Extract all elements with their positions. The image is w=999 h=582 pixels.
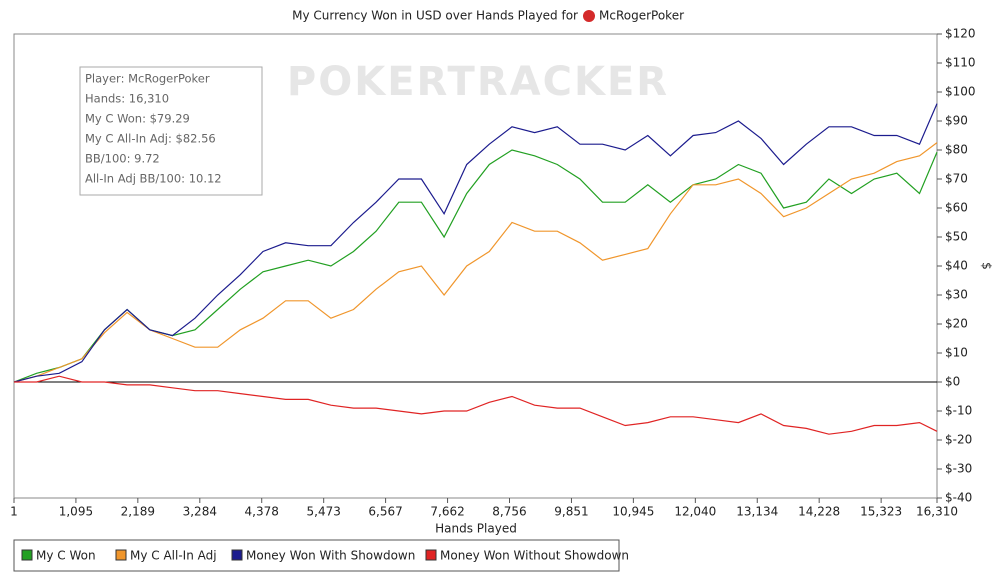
y-tick-label: $-20 (945, 433, 972, 447)
x-tick-label: 5,473 (307, 505, 341, 519)
legend-label: Money Won Without Showdown (440, 549, 629, 563)
x-tick-label: 14,228 (798, 505, 840, 519)
x-tick-label: 6,567 (368, 505, 402, 519)
y-tick-label: $110 (945, 56, 976, 70)
x-tick-label: 16,310 (916, 505, 958, 519)
tooltip-box (79, 66, 263, 196)
tooltip-line: BB/100: 9.72 (85, 152, 160, 166)
x-tick-label: 7,662 (430, 505, 464, 519)
tooltip-line: My C All-In Adj: $82.56 (85, 132, 216, 146)
x-tick-label: 8,756 (492, 505, 526, 519)
x-tick-label: 15,323 (860, 505, 902, 519)
player-icon (583, 10, 595, 22)
x-tick-label: 1 (10, 505, 18, 519)
y-tick-label: $50 (945, 230, 968, 244)
legend-swatch (21, 549, 33, 561)
watermark: POKERTRACKER (287, 59, 669, 105)
tooltip-line: Player: McRogerPoker (85, 72, 210, 86)
x-tick-label: 9,851 (554, 505, 588, 519)
x-tick-label: 3,284 (183, 505, 217, 519)
y-tick-label: $90 (945, 114, 968, 128)
x-tick-label: 2,189 (121, 505, 155, 519)
series-line (13, 103, 938, 383)
y-tick-label: $70 (945, 172, 968, 186)
tooltip-line: All-In Adj BB/100: 10.12 (85, 172, 222, 186)
x-tick-label: 4,378 (245, 505, 279, 519)
y-tick-label: $30 (945, 288, 968, 302)
x-tick-label: 1,095 (59, 505, 93, 519)
legend-box (13, 539, 620, 572)
y-tick-label: $-30 (945, 462, 972, 476)
y-tick-label: $-10 (945, 404, 972, 418)
series-line (14, 375, 938, 435)
legend-swatch (231, 549, 243, 561)
y-tick-label: $100 (945, 85, 976, 99)
y-tick-label: $-40 (945, 491, 972, 505)
y-tick-label: $80 (945, 143, 968, 157)
series-line (13, 142, 938, 383)
legend-swatch (425, 549, 437, 561)
y-axis-label: $ (980, 262, 994, 270)
tooltip-line: My C Won: $79.29 (85, 112, 190, 126)
y-tick-label: $120 (945, 27, 976, 41)
x-tick-label: 10,945 (612, 505, 654, 519)
y-tick-label: $40 (945, 259, 968, 273)
legend-label: Money Won With Showdown (246, 549, 415, 563)
x-tick-label: 13,134 (736, 505, 778, 519)
legend-label: My C All-In Adj (130, 549, 217, 563)
x-axis-label: Hands Played (435, 522, 517, 536)
x-tick-label: 12,040 (674, 505, 716, 519)
legend-swatch (115, 549, 127, 561)
legend-label: My C Won (36, 549, 96, 563)
chart-title: My Currency Won in USD over Hands Played… (292, 9, 578, 23)
y-tick-label: $60 (945, 201, 968, 215)
y-tick-label: $10 (945, 346, 968, 360)
chart-title-player: McRogerPoker (599, 9, 684, 23)
y-tick-label: $20 (945, 317, 968, 331)
tooltip-line: Hands: 16,310 (85, 92, 169, 106)
y-tick-label: $0 (945, 375, 960, 389)
